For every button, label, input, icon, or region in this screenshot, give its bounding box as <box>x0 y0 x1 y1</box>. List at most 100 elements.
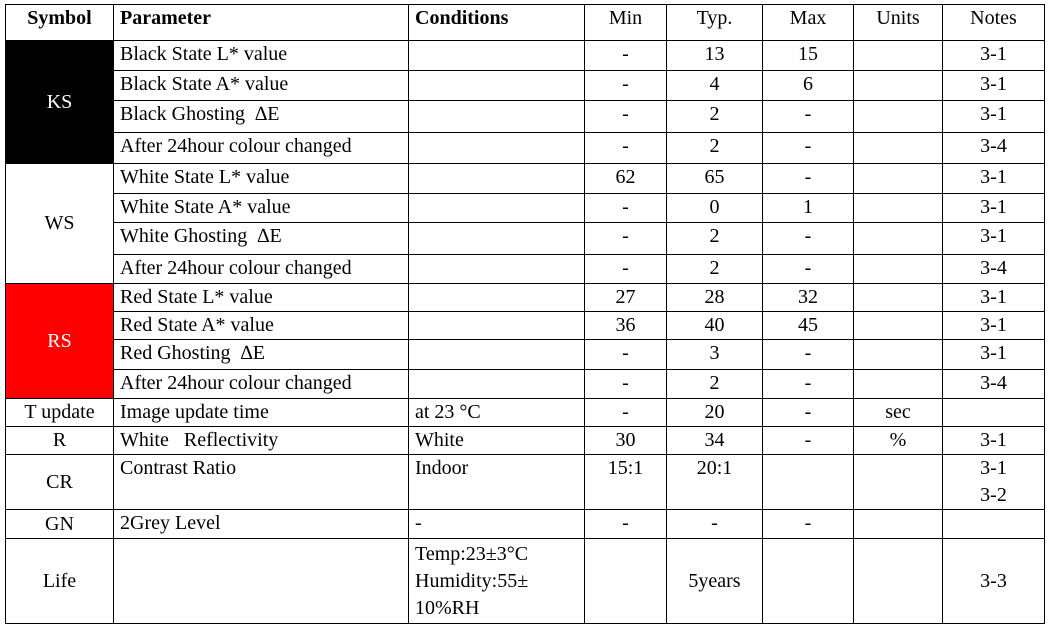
parameter-cell: After 24hour colour changed <box>113 132 409 164</box>
max-cell: - <box>762 222 854 255</box>
conditions-line: 10%RH <box>415 596 480 619</box>
min-cell: - <box>584 339 667 370</box>
notes-cell: 3-1 <box>942 222 1045 255</box>
notes-cell: 3-3 <box>942 538 1045 624</box>
conditions-line: Temp:23±3°C <box>415 542 529 565</box>
parameter-cell: 2Grey Level <box>113 509 409 539</box>
symbol-cell: T update <box>5 398 114 427</box>
min-cell: 15:1 <box>584 454 667 510</box>
max-cell: - <box>762 426 854 455</box>
min-cell: 62 <box>584 163 667 194</box>
typ-cell: 4 <box>666 70 763 101</box>
notes-cell: 3-1 <box>942 283 1045 312</box>
header-cell: Units <box>853 4 943 41</box>
min-cell: - <box>584 254 667 284</box>
parameter-cell: Contrast Ratio <box>113 454 409 510</box>
symbol-cell: Life <box>5 538 114 624</box>
parameter-cell: Red State A* value <box>113 311 409 340</box>
min-cell: - <box>584 70 667 101</box>
table-row: White Ghosting ∆E -2- 3-1 <box>6 222 1045 255</box>
max-cell: - <box>762 369 854 399</box>
symbol-cell: GN <box>5 509 114 539</box>
min-cell: - <box>584 222 667 255</box>
units-cell: % <box>853 426 943 455</box>
parameter-cell <box>113 538 409 624</box>
parameter-cell: White State A* value <box>113 193 409 223</box>
parameter-cell: After 24hour colour changed <box>113 254 409 284</box>
max-cell: - <box>762 339 854 370</box>
parameter-cell: White State L* value <box>113 163 409 194</box>
max-cell: 15 <box>762 40 854 71</box>
notes-cell: 3-1 <box>942 100 1045 133</box>
max-cell <box>762 454 854 510</box>
min-cell: - <box>584 398 667 427</box>
table-row: Life Temp:23±3°C Humidity:55± 10%RH 5years 3-… <box>5 538 1045 624</box>
table-row: GN 2Grey Level - - - - <box>5 509 1045 539</box>
table-row: After 24hour colour changed -2- 3-4 <box>6 254 1045 284</box>
notes-cell: 3-1 3-2 <box>942 454 1045 510</box>
units-cell: sec <box>853 398 943 427</box>
table-row: After 24hour colour changed -2- 3-4 <box>6 132 1045 164</box>
conditions-line: Humidity:55± <box>415 569 529 592</box>
table-row: RS Red State L* value 27 28 32 3-1 <box>5 283 1045 399</box>
conditions-cell <box>408 40 585 71</box>
symbol-cell: RS <box>5 283 114 399</box>
typ-cell: 3 <box>666 339 763 370</box>
typ-cell: 5years <box>666 538 763 624</box>
max-cell: - <box>762 254 854 284</box>
typ-cell: 13 <box>666 40 763 71</box>
symbol-cell: R <box>5 426 114 455</box>
notes-cell: 3-1 <box>942 70 1045 101</box>
typ-cell: 40 <box>666 311 763 340</box>
conditions-cell <box>408 283 585 312</box>
table-row: T update Image update time at 23 °C -20- sec <box>5 398 1045 427</box>
conditions-cell <box>408 163 585 194</box>
max-cell: - <box>762 398 854 427</box>
typ-cell: 0 <box>666 193 763 223</box>
notes-cell: 3-1 <box>942 339 1045 370</box>
parameter-cell: Black State L* value <box>113 40 409 71</box>
conditions-cell <box>408 369 585 399</box>
table-row: R White Reflectivity White 30 34-% 3-1 <box>5 426 1045 455</box>
units-cell <box>853 40 943 71</box>
conditions-cell <box>408 132 585 164</box>
conditions-cell: at 23 °C <box>408 398 585 427</box>
header-cell: Max <box>762 4 854 41</box>
conditions-cell: Indoor <box>408 454 585 510</box>
max-cell: - <box>762 132 854 164</box>
units-cell <box>853 222 943 255</box>
conditions-cell: White <box>408 426 585 455</box>
parameter-cell: Image update time <box>113 398 409 427</box>
parameter-cell: Black State A* value <box>113 70 409 101</box>
min-cell: 27 <box>584 283 667 312</box>
notes-line: 3-2 <box>980 484 1007 506</box>
notes-cell: 3-4 <box>942 369 1045 399</box>
units-cell <box>853 100 943 133</box>
notes-line: 3-1 <box>980 457 1007 479</box>
table-row: After 24hour colour changed -2- 3-4 <box>6 369 1045 399</box>
header-cell: Parameter <box>113 4 409 41</box>
min-cell: - <box>584 100 667 133</box>
table-row: Black Ghosting ∆E -2- 3-1 <box>6 100 1045 133</box>
conditions-cell <box>408 193 585 223</box>
parameter-cell: White Reflectivity <box>113 426 409 455</box>
units-cell <box>853 509 943 539</box>
max-cell: - <box>762 163 854 194</box>
units-cell <box>853 283 943 312</box>
notes-cell: 3-1 <box>942 40 1045 71</box>
table-row: Black State A* value -4 6 3-1 <box>6 70 1045 101</box>
header-cell: Conditions <box>408 4 585 41</box>
notes-cell: 3-1 <box>942 193 1045 223</box>
symbol-cell: KS <box>5 40 114 164</box>
conditions-cell: - <box>408 509 585 539</box>
units-cell <box>853 193 943 223</box>
conditions-cell <box>408 70 585 101</box>
table-row: Red Ghosting ∆E -3- 3-1 <box>6 339 1045 370</box>
units-cell <box>853 254 943 284</box>
min-cell <box>584 538 667 624</box>
min-cell: 30 <box>584 426 667 455</box>
parameter-cell: White Ghosting ∆E <box>113 222 409 255</box>
min-cell: - <box>584 509 667 539</box>
header-row: Symbol Parameter Conditions Min Typ. Max Units… <box>5 4 1045 41</box>
table-row: KS Black State L* value -13 15 3-1 <box>5 40 1045 164</box>
